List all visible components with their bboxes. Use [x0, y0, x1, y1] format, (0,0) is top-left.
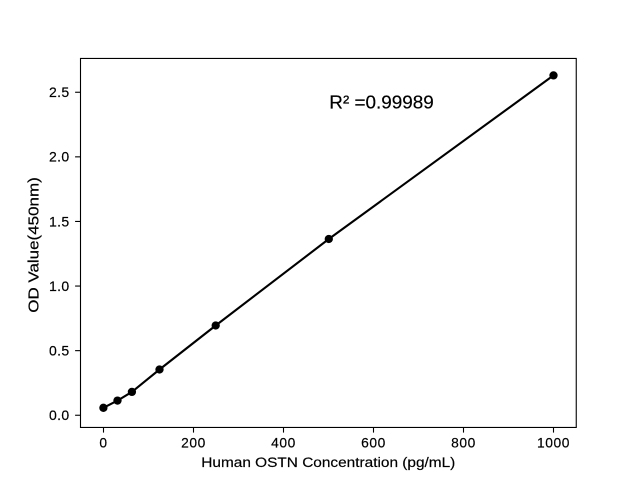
svg-text:R² =0.99989: R² =0.99989 — [329, 92, 434, 113]
svg-text:2.5: 2.5 — [49, 84, 70, 100]
svg-text:400: 400 — [271, 436, 296, 451]
svg-text:600: 600 — [361, 436, 386, 451]
svg-text:1.5: 1.5 — [49, 213, 70, 229]
svg-text:200: 200 — [181, 436, 206, 451]
svg-text:2.0: 2.0 — [49, 149, 70, 165]
svg-text:Human OSTN Concentration (pg/m: Human OSTN Concentration (pg/mL) — [201, 455, 455, 471]
svg-text:800: 800 — [451, 436, 476, 451]
svg-text:0: 0 — [99, 436, 107, 451]
svg-text:1.0: 1.0 — [49, 278, 70, 294]
svg-text:0.0: 0.0 — [49, 407, 70, 423]
svg-text:0.5: 0.5 — [49, 342, 70, 358]
svg-text:1000: 1000 — [537, 436, 570, 451]
svg-text:OD Value(450nm): OD Value(450nm) — [27, 177, 43, 313]
